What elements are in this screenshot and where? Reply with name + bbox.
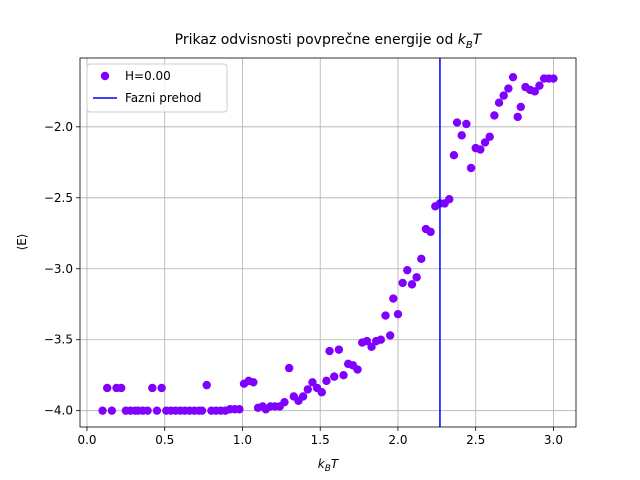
point xyxy=(445,195,454,204)
point xyxy=(325,346,334,356)
chart-title: Prikaz odvisnosti povprečne energije od … xyxy=(175,32,483,51)
x-tick-label: 2.0 xyxy=(388,433,407,447)
point xyxy=(143,406,152,415)
point xyxy=(322,376,331,386)
legend-box xyxy=(86,63,228,113)
point xyxy=(235,405,244,414)
title-symbol: k xyxy=(458,32,467,48)
point xyxy=(516,102,526,112)
point xyxy=(157,383,166,393)
point xyxy=(494,98,504,107)
point xyxy=(107,406,117,415)
point xyxy=(549,74,558,83)
point xyxy=(330,372,339,381)
point xyxy=(417,254,426,264)
point xyxy=(152,406,162,415)
point xyxy=(298,392,308,401)
x-label-symbol: k xyxy=(318,457,326,471)
point xyxy=(490,111,499,120)
point xyxy=(426,227,435,237)
point xyxy=(389,294,398,303)
point xyxy=(508,72,518,82)
point xyxy=(393,309,403,319)
point xyxy=(535,81,544,90)
point xyxy=(398,278,407,288)
point xyxy=(485,132,494,141)
point xyxy=(376,335,386,344)
point xyxy=(381,311,390,320)
point xyxy=(362,336,372,346)
title-symbol: T xyxy=(473,32,483,48)
point xyxy=(457,131,466,140)
point xyxy=(499,91,508,100)
y-tick-label: −3.0 xyxy=(44,262,73,276)
point xyxy=(407,280,417,289)
title-text: Prikaz odvisnosti povprečne energije od xyxy=(175,32,454,48)
point xyxy=(148,383,157,393)
point xyxy=(202,380,211,390)
y-tick-label: −2.0 xyxy=(44,120,73,134)
legend-label: H=0.00 xyxy=(125,69,171,83)
legend-marker xyxy=(100,71,110,81)
point xyxy=(449,151,459,160)
point xyxy=(353,365,362,374)
point xyxy=(117,383,126,393)
x-label-symbol: T xyxy=(331,457,340,471)
title-subscript: B xyxy=(466,40,473,51)
point xyxy=(367,342,376,352)
point xyxy=(197,406,207,415)
point xyxy=(504,84,513,93)
axes-frame xyxy=(79,57,577,428)
point xyxy=(284,363,294,373)
point xyxy=(334,345,344,354)
point xyxy=(403,265,412,275)
point xyxy=(480,138,490,147)
x-tick-label: 1.0 xyxy=(233,433,252,447)
point xyxy=(308,378,317,387)
point xyxy=(385,331,395,340)
point xyxy=(303,385,312,394)
x-label-subscript: B xyxy=(325,464,331,474)
point xyxy=(317,388,326,397)
point xyxy=(462,119,471,129)
point xyxy=(466,163,476,173)
point xyxy=(103,383,112,393)
y-axis-label: ⟨E⟩ xyxy=(15,234,29,251)
point xyxy=(412,273,421,282)
point xyxy=(280,397,289,407)
point xyxy=(452,118,462,127)
x-axis-label: kBT xyxy=(318,457,340,474)
point xyxy=(476,145,485,154)
x-tick-label: 1.5 xyxy=(311,433,330,447)
x-tick-label: 3.0 xyxy=(544,433,563,447)
y-tick-label: −2.5 xyxy=(44,191,73,205)
x-tick-label: 0.0 xyxy=(77,433,96,447)
point xyxy=(98,406,107,415)
legend-label: Fazni prehod xyxy=(125,91,201,105)
point xyxy=(530,87,539,96)
x-tick-label: 0.5 xyxy=(155,433,174,447)
y-tick-label: −3.5 xyxy=(44,333,73,347)
point xyxy=(513,112,522,122)
point xyxy=(339,370,348,380)
point xyxy=(249,378,258,387)
x-tick-label: 2.5 xyxy=(466,433,485,447)
y-tick-label: −4.0 xyxy=(44,404,73,418)
